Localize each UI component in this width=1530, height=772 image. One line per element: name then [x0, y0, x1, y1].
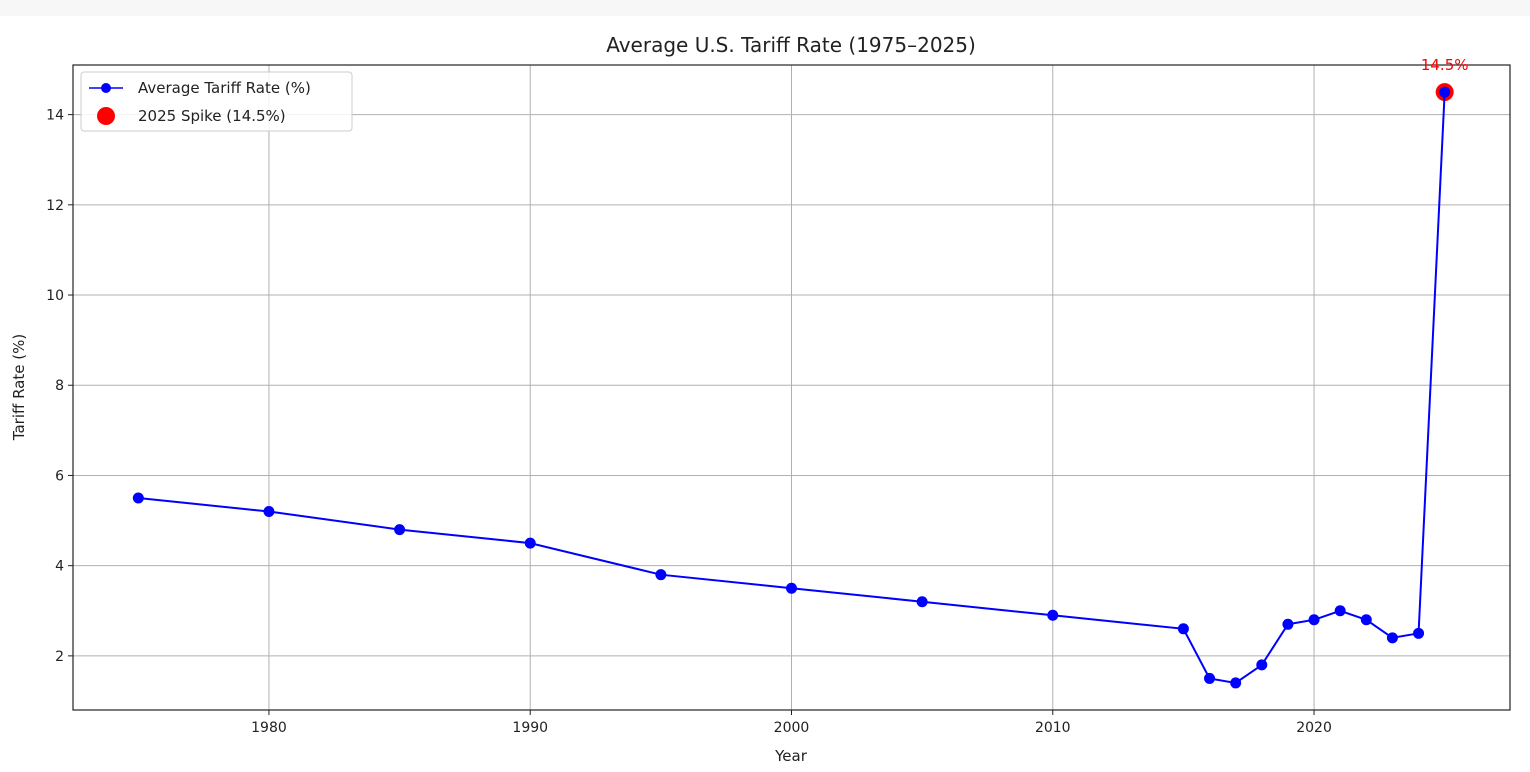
data-point — [263, 506, 275, 518]
data-point — [1204, 672, 1216, 684]
legend-spike-marker — [97, 107, 115, 125]
y-tick-label: 12 — [46, 198, 64, 214]
data-point — [1282, 618, 1294, 630]
data-point — [1413, 627, 1425, 639]
legend-line-marker — [101, 83, 111, 93]
x-tick-label: 2000 — [774, 720, 810, 736]
data-point — [1177, 623, 1189, 635]
data-point — [524, 537, 536, 549]
grid — [73, 65, 1510, 710]
y-axis-label: Tariff Rate (%) — [10, 334, 28, 441]
y-tick-label: 2 — [55, 649, 64, 665]
axis-ticks: 1980 1990 2000 2010 2020 2 4 6 8 10 12 14 — [46, 108, 1332, 736]
x-tick-label: 1990 — [512, 720, 548, 736]
y-tick-label: 14 — [46, 108, 64, 124]
data-point — [1360, 614, 1372, 626]
x-axis-label: Year — [774, 747, 808, 765]
legend: Average Tariff Rate (%) 2025 Spike (14.5… — [80, 71, 353, 132]
data-point — [132, 492, 144, 504]
legend-label-series: Average Tariff Rate (%) — [138, 79, 311, 97]
data-point — [1230, 677, 1242, 689]
data-point — [786, 582, 797, 594]
data-point — [1047, 609, 1059, 621]
y-tick-label: 6 — [55, 468, 64, 484]
y-tick-label: 8 — [55, 378, 64, 394]
series-layer — [132, 83, 1454, 689]
y-tick-label: 4 — [55, 559, 64, 575]
top-strip — [0, 0, 1530, 16]
x-tick-label: 2010 — [1035, 720, 1071, 736]
x-tick-label: 1980 — [251, 720, 287, 736]
chart-title: Average U.S. Tariff Rate (1975–2025) — [606, 33, 976, 57]
data-point — [1334, 605, 1346, 617]
spike-annotation: 14.5% — [1421, 56, 1469, 74]
y-tick-label: 10 — [46, 288, 64, 304]
data-point — [916, 596, 928, 608]
x-tick-label: 2020 — [1296, 720, 1332, 736]
data-point — [1308, 614, 1320, 626]
data-point — [1439, 86, 1451, 98]
data-point — [394, 524, 406, 536]
data-point — [655, 569, 667, 581]
legend-label-spike: 2025 Spike (14.5%) — [138, 107, 286, 125]
data-point — [1386, 632, 1398, 644]
data-point — [1256, 659, 1268, 671]
legend-box — [80, 71, 353, 132]
